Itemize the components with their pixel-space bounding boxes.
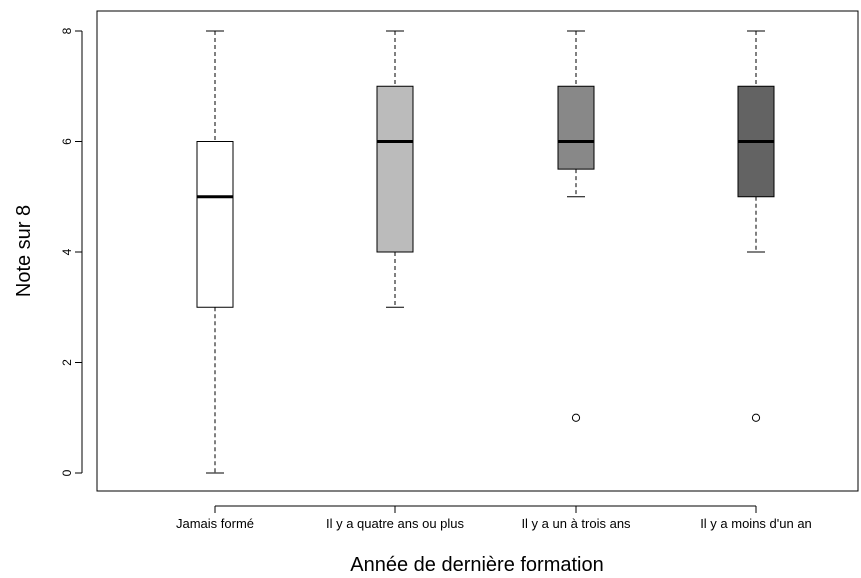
y-tick-label: 2 xyxy=(60,359,74,366)
box-group xyxy=(557,30,595,422)
box-group xyxy=(376,30,414,308)
x-tick-label: Il y a moins d'un an xyxy=(700,516,812,531)
x-axis-title: Année de dernière formation xyxy=(350,554,604,576)
y-tick-label: 0 xyxy=(60,469,74,476)
outlier-point xyxy=(751,413,761,422)
x-tick-label: Il y a quatre ans ou plus xyxy=(326,516,465,531)
y-tick-label: 8 xyxy=(60,27,74,34)
plot-frame xyxy=(96,10,859,492)
y-axis-title: Note sur 8 xyxy=(13,205,35,297)
x-axis: Jamais formé Il y a quatre ans ou plus Il … xyxy=(176,505,812,531)
box-group xyxy=(196,30,234,474)
box-iqr xyxy=(196,141,234,308)
y-tick-label: 6 xyxy=(60,138,74,145)
y-axis: 0 2 4 6 8 xyxy=(60,27,83,476)
box-iqr xyxy=(376,85,414,253)
outlier-point xyxy=(571,413,581,422)
box-series xyxy=(196,30,775,474)
box-iqr xyxy=(557,85,595,170)
y-tick-label: 4 xyxy=(60,248,74,255)
box-group xyxy=(737,30,775,422)
x-tick-label: Jamais formé xyxy=(176,516,254,531)
x-tick-label: Il y a un à trois ans xyxy=(521,516,631,531)
